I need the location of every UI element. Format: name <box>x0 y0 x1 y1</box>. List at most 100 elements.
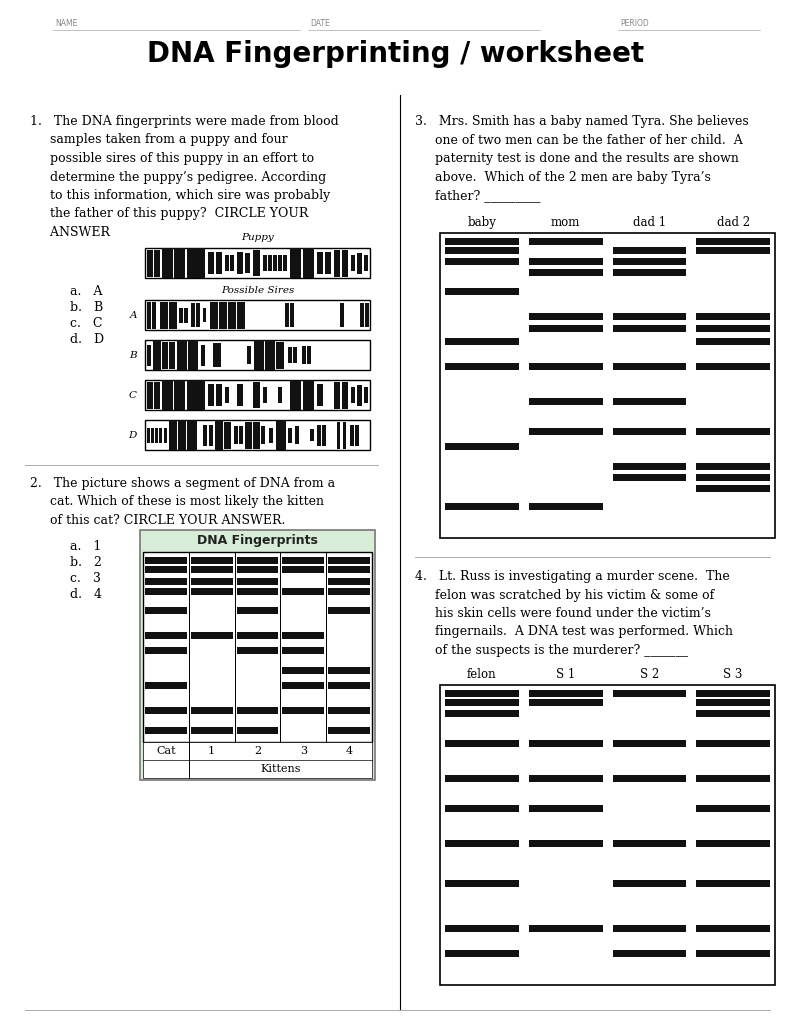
Bar <box>303 248 314 278</box>
Text: Cat: Cat <box>156 746 176 756</box>
Bar <box>290 303 294 327</box>
Bar <box>216 384 222 407</box>
Text: S 2: S 2 <box>640 668 659 681</box>
Bar <box>528 238 603 245</box>
Text: 3.   Mrs. Smith has a baby named Tyra. She believes
     one of two men can be t: 3. Mrs. Smith has a baby named Tyra. She… <box>415 115 749 202</box>
Text: DNA Fingerprints: DNA Fingerprints <box>197 534 318 547</box>
Bar <box>445 258 519 265</box>
Bar <box>263 255 267 271</box>
Bar <box>154 382 160 409</box>
Text: 2.   The picture shows a segment of DNA from a
     cat. Which of these is most : 2. The picture shows a segment of DNA fr… <box>30 477 335 527</box>
Bar <box>273 255 277 271</box>
Bar <box>696 428 770 435</box>
Bar <box>191 632 233 639</box>
Text: b.   B: b. B <box>70 301 104 314</box>
Bar <box>268 255 272 271</box>
Bar <box>528 325 603 332</box>
Text: d.   4: d. 4 <box>70 588 102 601</box>
Bar <box>145 647 187 654</box>
Bar <box>191 588 233 595</box>
Bar <box>147 427 150 442</box>
Bar <box>445 740 519 746</box>
Bar <box>237 384 243 407</box>
Bar <box>276 420 286 450</box>
Bar <box>328 607 370 614</box>
Bar <box>237 727 278 734</box>
Bar <box>145 248 370 278</box>
Bar <box>612 880 687 887</box>
Bar <box>696 247 770 254</box>
Bar <box>612 950 687 957</box>
Text: baby: baby <box>467 216 496 229</box>
Bar <box>261 426 265 444</box>
Bar <box>151 427 154 442</box>
Bar <box>145 632 187 639</box>
Bar <box>187 380 205 410</box>
Bar <box>612 313 687 319</box>
Bar <box>343 422 346 449</box>
Bar <box>162 380 173 410</box>
Bar <box>209 425 213 445</box>
Bar <box>188 340 198 370</box>
Bar <box>191 707 233 714</box>
Bar <box>612 258 687 265</box>
Text: c.   C: c. C <box>70 317 103 330</box>
Bar <box>196 303 200 327</box>
Bar <box>364 387 368 403</box>
Bar <box>154 250 160 276</box>
Bar <box>208 252 214 274</box>
Text: Possible Sires: Possible Sires <box>221 286 294 295</box>
Bar <box>612 740 687 746</box>
Bar <box>263 387 267 403</box>
Bar <box>184 307 188 323</box>
Bar <box>269 427 273 442</box>
Text: 4: 4 <box>346 746 353 756</box>
Text: c.   3: c. 3 <box>70 572 101 585</box>
Bar <box>440 233 775 538</box>
Bar <box>285 303 289 327</box>
Bar <box>237 588 278 595</box>
Bar <box>696 925 770 932</box>
Bar <box>187 420 197 450</box>
Bar <box>334 382 340 409</box>
Bar <box>302 346 306 364</box>
Bar <box>143 742 372 778</box>
Bar <box>612 840 687 847</box>
Bar <box>191 566 233 573</box>
Bar <box>208 384 214 407</box>
Bar <box>612 690 687 697</box>
Bar <box>147 301 151 329</box>
Bar <box>282 667 324 674</box>
Bar <box>696 805 770 812</box>
Bar <box>696 238 770 245</box>
Bar <box>278 387 282 403</box>
Bar <box>145 727 187 734</box>
Bar <box>178 420 186 450</box>
Bar <box>288 347 292 364</box>
Bar <box>696 710 770 717</box>
Bar <box>234 426 238 444</box>
Bar <box>216 252 222 274</box>
Bar <box>282 588 324 595</box>
Bar <box>317 425 321 445</box>
Bar <box>159 427 162 442</box>
Bar <box>265 340 275 370</box>
Bar <box>303 380 314 410</box>
Bar <box>337 422 340 449</box>
Bar <box>203 308 206 322</box>
Text: DNA Fingerprinting / worksheet: DNA Fingerprinting / worksheet <box>147 40 644 68</box>
Bar <box>237 557 278 564</box>
Bar <box>307 346 311 364</box>
Bar <box>612 269 687 276</box>
Bar <box>528 269 603 276</box>
Text: felon: felon <box>467 668 497 681</box>
Bar <box>239 426 243 444</box>
Bar <box>528 398 603 406</box>
Bar <box>237 632 278 639</box>
Bar <box>276 341 284 369</box>
Bar <box>145 420 370 450</box>
Bar <box>350 425 354 445</box>
Bar <box>445 699 519 706</box>
Bar <box>145 557 187 564</box>
Bar <box>445 238 519 245</box>
